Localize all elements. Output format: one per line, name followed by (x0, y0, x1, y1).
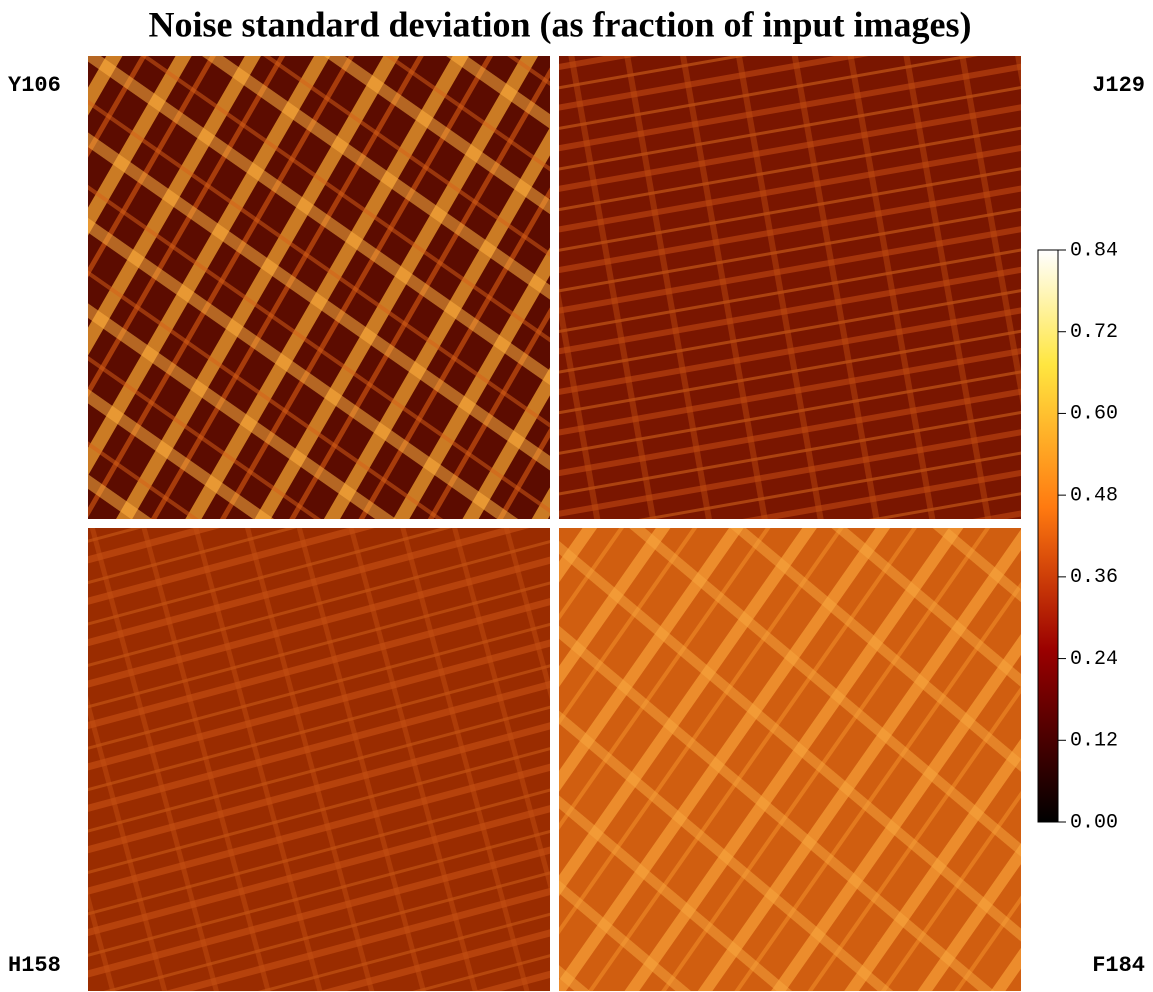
colorbar-tick-label: 0.24 (1070, 648, 1118, 671)
panel-label: H158 (8, 953, 61, 978)
noise-map-overlay (88, 56, 550, 519)
noise-map-overlay (88, 528, 550, 991)
figure-title: Noise standard deviation (as fraction of… (148, 4, 971, 44)
colorbar-tick-label: 0.60 (1070, 403, 1118, 426)
colorbar-tick-label: 0.00 (1070, 811, 1118, 834)
noise-map-overlay (559, 528, 1021, 991)
colorbar-tick-label: 0.12 (1070, 730, 1118, 753)
colorbar-tick-label: 0.48 (1070, 484, 1118, 507)
colorbar-tick-label: 0.72 (1070, 321, 1118, 344)
panel-label: F184 (1092, 953, 1145, 978)
panel-label: J129 (1092, 73, 1145, 98)
colorbar (1037, 249, 1059, 823)
colorbar-tick-label: 0.84 (1070, 239, 1118, 262)
noise-map-overlay (559, 56, 1021, 519)
panel-label: Y106 (8, 73, 61, 98)
colorbar-tick-label: 0.36 (1070, 566, 1118, 589)
